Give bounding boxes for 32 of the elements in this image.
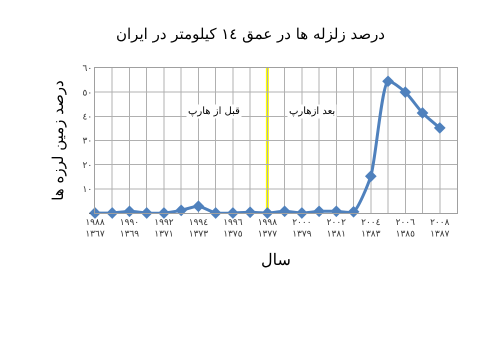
x-tick-label: ١٩٩٠ ١٣٦٩ (120, 218, 140, 240)
x-axis-title: سال (261, 250, 291, 270)
y-tick-label: ٥٠ (82, 88, 92, 98)
y-tick-label: ٤٠ (82, 112, 92, 122)
y-tick-label: ٦٠ (82, 64, 92, 74)
y-axis-title: درصد زمین لرزه ها (48, 80, 67, 201)
point (313, 205, 325, 218)
x-tick-label: ٢٠٠٢ ١٣٨١ (326, 218, 346, 240)
point (364, 170, 377, 182)
x-tick-label: ١٩٩٤ ١٣٧٣ (188, 218, 208, 240)
x-tick-label: ١٩٨٨ ١٣٦٧ (85, 218, 105, 240)
y-tick-label: ١٠ (82, 184, 92, 195)
x-tick-label: ١٩٩٢ ١٣٧١ (154, 218, 174, 240)
point (278, 205, 290, 218)
y-tick-label: ٠ (87, 209, 92, 220)
x-tick-label: ٢٠٠٦ ١٣٨٥ (396, 218, 416, 240)
x-tick-label: ١٩٩٦ ١٣٧٥ (223, 218, 243, 240)
annotation: قبل از هارپ (188, 106, 240, 117)
y-tick-label: ٣٠ (82, 136, 92, 147)
point (416, 107, 428, 119)
x-tick-label: ٢٠٠٨ ١٣٨٧ (430, 218, 450, 240)
chart-title: درصد زلزله ها در عمق ١٤ کیلومتر در ایران (116, 24, 385, 43)
annotation: بعد ازهارپ (289, 106, 336, 117)
point (434, 122, 446, 134)
point (192, 200, 204, 212)
point (399, 86, 412, 98)
point (124, 205, 136, 218)
point (382, 75, 394, 88)
x-tick-label: ٢٠٠٤ ١٣٨٣ (361, 218, 381, 240)
y-tick-label: ٢٠ (82, 160, 92, 171)
x-tick-label: ١٩٩٨ ١٣٧٧ (258, 218, 278, 240)
x-tick-label: ٢٠٠٠ ١٣٧٩ (292, 218, 312, 240)
